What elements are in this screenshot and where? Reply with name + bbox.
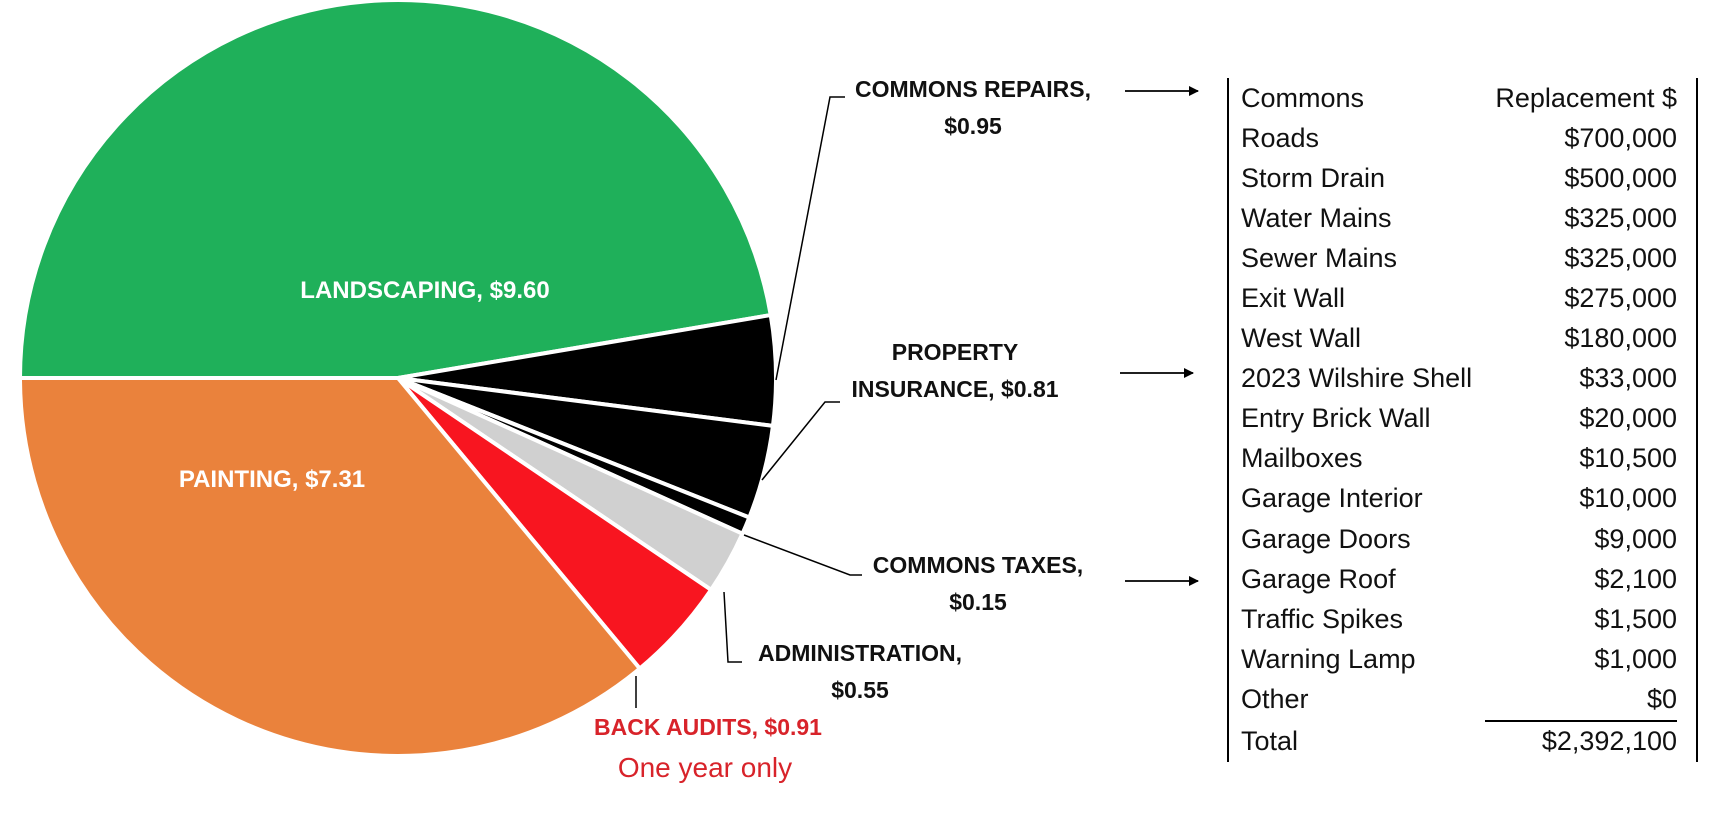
table-row: Other $0 bbox=[1241, 679, 1677, 720]
table-body: Roads $700,000 Storm Drain $500,000 Water Ma… bbox=[1241, 118, 1677, 762]
label-back-audits: BACK AUDITS, $0.91 bbox=[594, 714, 822, 740]
label-property-insurance-line2: INSURANCE, $0.81 bbox=[851, 376, 1058, 402]
table-row: Entry Brick Wall $20,000 bbox=[1241, 399, 1677, 439]
replacement-value: $9,000 bbox=[1594, 523, 1677, 554]
note-one-year-only: One year only bbox=[618, 752, 792, 783]
table-header-row: Commons Replacement $ bbox=[1241, 78, 1677, 118]
replacement-value: $180,000 bbox=[1564, 323, 1677, 354]
replacement-value: $2,100 bbox=[1594, 563, 1677, 594]
commons-item: Sewer Mains bbox=[1241, 242, 1398, 273]
replacement-value: $1,000 bbox=[1594, 643, 1677, 674]
commons-item: Entry Brick Wall bbox=[1241, 403, 1431, 434]
total-value: $2,392,100 bbox=[1485, 719, 1677, 762]
table-total-row: Total $2,392,100 bbox=[1241, 719, 1677, 762]
replacement-value: $325,000 bbox=[1564, 202, 1677, 233]
commons-item: 2023 Wilshire Shell bbox=[1241, 363, 1473, 394]
replacement-value: $0 bbox=[1646, 683, 1677, 714]
table-row: 2023 Wilshire Shell $33,000 bbox=[1241, 359, 1677, 399]
commons-item: Other bbox=[1241, 684, 1309, 715]
label-commons-taxes-line1: COMMONS TAXES, bbox=[873, 552, 1083, 578]
table-row: Storm Drain $500,000 bbox=[1241, 158, 1677, 198]
commons-item: Water Mains bbox=[1241, 202, 1392, 233]
total-label: Total bbox=[1241, 725, 1299, 756]
table-row: Garage Interior $10,000 bbox=[1241, 479, 1677, 519]
label-painting: PAINTING, $7.31 bbox=[179, 466, 365, 493]
table-row: Traffic Spikes $1,500 bbox=[1241, 599, 1677, 639]
commons-replacement-table-frame: Commons Replacement $ Roads $700,000 Storm… bbox=[1227, 78, 1698, 762]
commons-item: Traffic Spikes bbox=[1241, 603, 1404, 634]
table-row: West Wall $180,000 bbox=[1241, 319, 1677, 359]
leader-administration bbox=[723, 591, 742, 663]
table-row: Water Mains $325,000 bbox=[1241, 198, 1677, 238]
commons-item: Exit Wall bbox=[1241, 283, 1346, 314]
replacement-value: $33,000 bbox=[1579, 363, 1677, 394]
label-property-insurance-line1: PROPERTY bbox=[892, 339, 1019, 365]
table-row: Sewer Mains $325,000 bbox=[1241, 238, 1677, 278]
replacement-value: $20,000 bbox=[1579, 403, 1677, 434]
commons-item: Garage Roof bbox=[1241, 563, 1396, 594]
table-row: Garage Roof $2,100 bbox=[1241, 559, 1677, 599]
commons-item: Warning Lamp bbox=[1241, 643, 1416, 674]
commons-item: West Wall bbox=[1241, 323, 1362, 354]
table-row: Warning Lamp $1,000 bbox=[1241, 639, 1677, 679]
table-row: Exit Wall $275,000 bbox=[1241, 278, 1677, 318]
replacement-value: $275,000 bbox=[1564, 283, 1677, 314]
label-landscaping: LANDSCAPING, $9.60 bbox=[300, 277, 549, 304]
commons-item: Storm Drain bbox=[1241, 162, 1386, 193]
commons-replacement-table: Commons Replacement $ Roads $700,000 Storm… bbox=[1241, 78, 1677, 762]
header-commons: Commons bbox=[1241, 82, 1365, 113]
leader-commons-taxes bbox=[743, 534, 862, 576]
replacement-value: $1,500 bbox=[1594, 603, 1677, 634]
pie-slice-landscaping bbox=[18, 0, 773, 380]
replacement-value: $10,500 bbox=[1579, 443, 1677, 474]
leader-property-insurance bbox=[761, 401, 840, 481]
replacement-value: $700,000 bbox=[1564, 122, 1677, 153]
label-commons-taxes-line2: $0.15 bbox=[949, 589, 1007, 615]
replacement-value: $325,000 bbox=[1564, 242, 1677, 273]
commons-item: Mailboxes bbox=[1241, 443, 1363, 474]
pie-slice-painting bbox=[18, 376, 642, 758]
label-commons-repairs-line2: $0.95 bbox=[944, 113, 1002, 139]
commons-item: Garage Interior bbox=[1241, 483, 1423, 514]
commons-item: Roads bbox=[1241, 122, 1320, 153]
commons-item: Garage Doors bbox=[1241, 523, 1411, 554]
replacement-value: $10,000 bbox=[1579, 483, 1677, 514]
replacement-value: $500,000 bbox=[1564, 162, 1677, 193]
label-commons-repairs-line1: COMMONS REPAIRS, bbox=[855, 76, 1091, 102]
label-administration-line2: $0.55 bbox=[831, 677, 889, 703]
label-administration-line1: ADMINISTRATION, bbox=[758, 640, 962, 666]
table-row: Garage Doors $9,000 bbox=[1241, 519, 1677, 559]
table-row: Roads $700,000 bbox=[1241, 118, 1677, 158]
table-row: Mailboxes $10,500 bbox=[1241, 439, 1677, 479]
leader-commons-repairs bbox=[775, 96, 845, 381]
header-replacement: Replacement $ bbox=[1495, 82, 1677, 113]
